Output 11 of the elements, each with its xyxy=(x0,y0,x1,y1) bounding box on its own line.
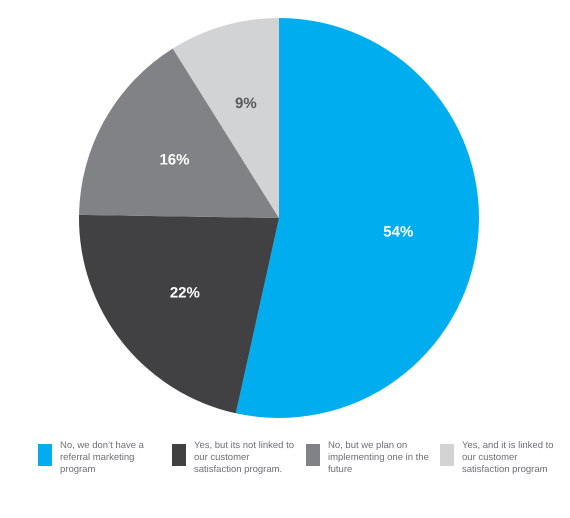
pie-slice xyxy=(79,214,279,414)
data-label: 54% xyxy=(383,223,414,240)
legend-label: Yes, but its not linked to our customer satisfaction program. xyxy=(194,440,294,475)
data-label: 22% xyxy=(170,284,200,302)
legend-label: No, but we plan on implementing one in the future xyxy=(328,440,429,475)
legend-label: No, we don’t have a referral marketing program xyxy=(60,440,145,475)
pie-slice xyxy=(79,48,279,218)
data-label: 16% xyxy=(159,151,190,168)
data-label: 9% xyxy=(235,94,257,112)
legend-label: Yes, and it is linked to our customer satisfaction program xyxy=(462,440,554,475)
pie-slice xyxy=(236,18,479,418)
